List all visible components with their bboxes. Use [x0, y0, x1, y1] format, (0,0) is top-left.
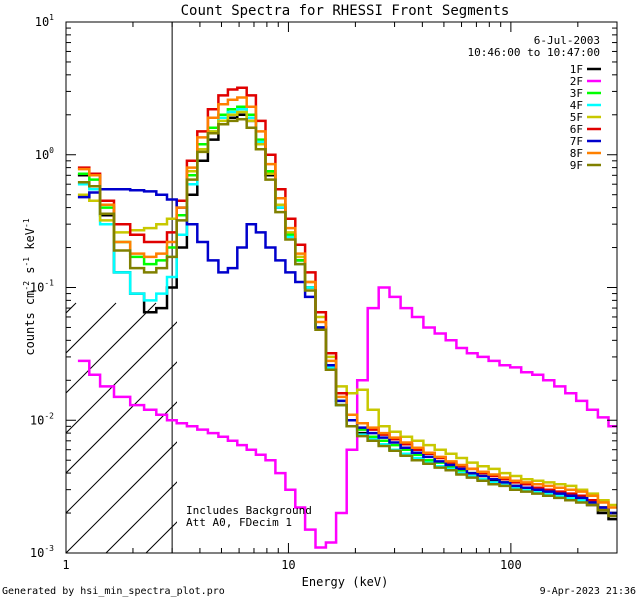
y-tick-label: 10-1	[30, 279, 54, 295]
hatch-line	[66, 302, 77, 314]
y-tick-base: 10	[30, 281, 44, 295]
hatch-line	[346, 303, 596, 553]
y-tick-base: 10	[35, 15, 49, 29]
hatch-line	[66, 361, 177, 474]
series-line-3F	[77, 105, 617, 515]
hatch-line	[105, 481, 177, 553]
y-tick-exponent: -2	[44, 411, 54, 420]
y-tick-base: 10	[30, 546, 44, 560]
annotation-attenuator: Att A0, FDecim 1	[186, 516, 292, 529]
hatch-line	[546, 303, 640, 553]
series-line-7F	[77, 187, 617, 515]
series-line-4F	[77, 108, 617, 515]
y-tick-exponent: 0	[49, 146, 54, 155]
legend-label-1F: 1F	[570, 63, 583, 76]
plot-frame	[65, 21, 618, 554]
chart-title: Count Spectra for RHESSI Front Segments	[181, 3, 510, 19]
hatch-line	[626, 303, 640, 553]
x-axis-label: Energy (keV)	[302, 575, 389, 589]
legend-label-3F: 3F	[570, 87, 583, 100]
time-range-label: 10:46:00 to 10:47:00	[468, 46, 600, 59]
series-line-1F	[77, 113, 617, 521]
y-axis-label-mid: s	[23, 267, 37, 281]
footer-generated-by: Generated by hsi_min_spectra_plot.pro	[2, 586, 225, 597]
hatched-region	[66, 302, 640, 553]
x-axis-ticks: 1 10 100	[62, 22, 618, 572]
legend-label-5F: 5F	[570, 111, 583, 124]
y-tick-exponent: -3	[44, 544, 54, 553]
hatch-line	[66, 321, 177, 434]
hatch-line	[66, 302, 117, 354]
hatch-line	[386, 303, 636, 553]
series-line-2F	[77, 286, 617, 549]
y-tick-label: 10-3	[30, 544, 54, 560]
legend-label-2F: 2F	[570, 75, 583, 88]
series-group	[77, 86, 617, 549]
annotation-background: Includes Background	[186, 504, 312, 517]
y-axis-label-tail: keV	[23, 228, 37, 257]
series-line-8F	[77, 96, 617, 509]
hatch-line	[506, 303, 640, 553]
footer-timestamp: 9-Apr-2023 21:36	[540, 586, 636, 597]
hatch-line	[66, 441, 177, 553]
date-label: 6-Jul-2003	[534, 34, 600, 47]
legend-label-4F: 4F	[570, 99, 583, 112]
y-tick-base: 10	[30, 413, 44, 427]
y-tick-label: 101	[35, 13, 54, 29]
y-axis-label-main: counts cm	[23, 291, 37, 356]
y-tick-label: 100	[35, 146, 54, 162]
y-axis-label-sup2: -1	[22, 257, 31, 267]
legend-label-8F: 8F	[570, 147, 583, 160]
y-tick-base: 10	[35, 148, 49, 162]
y-tick-label: 10-2	[30, 411, 54, 427]
y-axis-label-sup1: -2	[22, 281, 31, 291]
legend-label-6F: 6F	[570, 123, 583, 136]
y-tick-exponent: 1	[49, 13, 54, 22]
x-tick-label: 10	[281, 558, 295, 572]
hatch-line	[66, 302, 157, 394]
y-axis-label-sup3: -1	[22, 218, 31, 228]
y-tick-exponent: -1	[44, 279, 54, 288]
x-tick-label: 1	[62, 558, 69, 572]
legend-label-9F: 9F	[570, 159, 583, 172]
legend-label-7F: 7F	[570, 135, 583, 148]
hatch-line	[306, 303, 556, 553]
series-line-9F	[77, 118, 617, 518]
x-tick-label: 100	[500, 558, 522, 572]
y-axis-label: counts cm-2 s-1 keV-1	[22, 218, 37, 355]
hatch-line	[66, 401, 177, 514]
